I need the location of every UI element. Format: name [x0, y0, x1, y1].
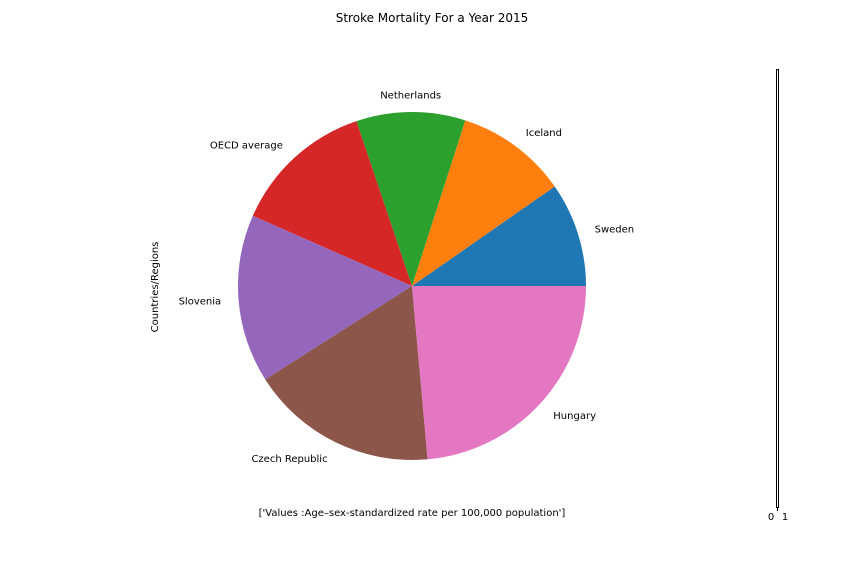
pie-label-slovenia: Slovenia: [179, 297, 222, 308]
side-axis-frame: [776, 69, 779, 508]
pie-slice-hungary: [412, 286, 586, 460]
chart-title: Stroke Mortality For a Year 2015: [336, 11, 529, 25]
side-axis-tick-label-1: 1: [782, 512, 788, 523]
y-axis-label: Countries/Regions: [150, 242, 161, 333]
pie-label-hungary: Hungary: [553, 411, 596, 422]
side-axis-tick-label-0: 0: [768, 512, 774, 523]
pie-slice-oecd-average: [252, 121, 412, 286]
x-axis-label: ['Values :Age–sex-standardized rate per …: [259, 508, 566, 519]
pie-slice-czech-republic: [265, 286, 428, 460]
pie-label-sweden: Sweden: [595, 225, 635, 236]
pie-slice-slovenia: [238, 215, 412, 380]
pie-label-czech-republic: Czech Republic: [251, 454, 327, 465]
pie-slice-netherlands: [356, 112, 466, 287]
pie-slice-iceland: [412, 120, 555, 286]
pie-labels: Sweden Iceland Netherlands OECD average Slov…: [179, 91, 635, 465]
pie-label-netherlands: Netherlands: [380, 91, 441, 102]
pie-label-iceland: Iceland: [526, 128, 562, 139]
pie-label-oecd-average: OECD average: [210, 141, 283, 152]
pie-slices: [238, 112, 586, 460]
pie-slice-sweden: [412, 186, 586, 286]
